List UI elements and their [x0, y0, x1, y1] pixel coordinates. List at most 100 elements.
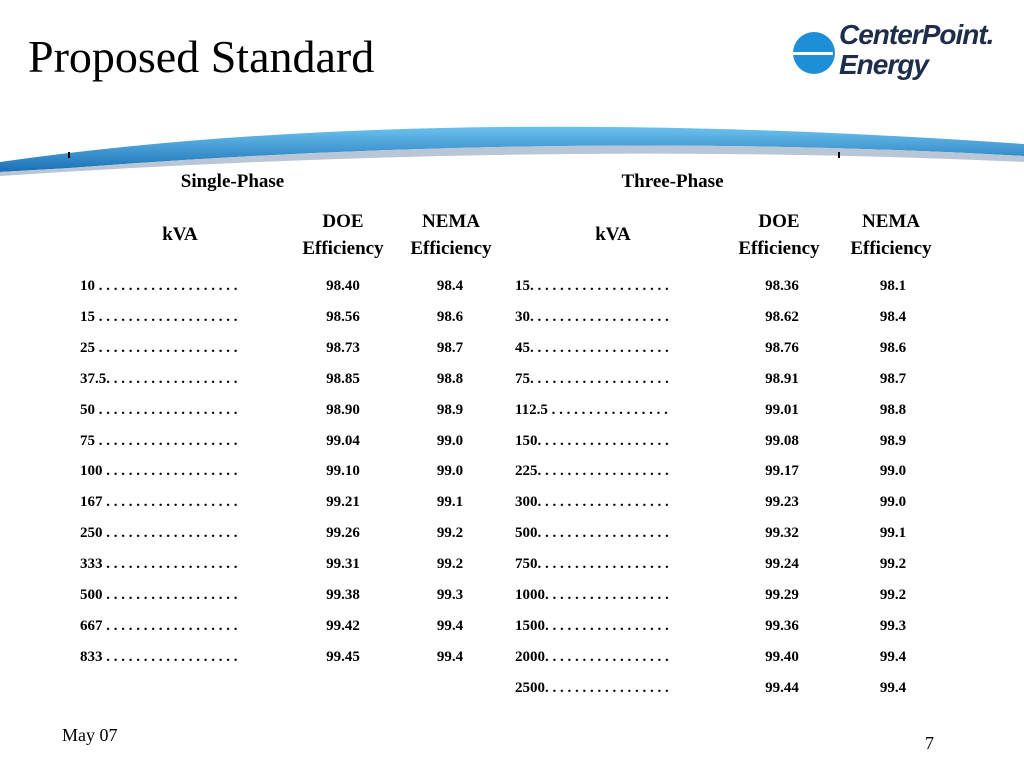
kva-cell: 30. . . . . . . . . . . . . . . . . . .: [515, 308, 669, 325]
three-phase-nema-header: NEMA Efficiency: [850, 211, 932, 259]
nema-efficiency-cell: 99.1: [436, 494, 464, 511]
doe-efficiency-cell: 99.21: [326, 494, 360, 511]
nema-efficiency-cell: 98.8: [879, 401, 907, 418]
doe-efficiency-cell: 99.40: [765, 648, 799, 665]
doe-efficiency-cell: 98.62: [765, 308, 799, 325]
nema-efficiency-cell: 99.4: [436, 617, 464, 634]
nema-efficiency-cell: 98.6: [879, 339, 907, 356]
nema-efficiency-cell: 98.6: [436, 308, 464, 325]
kva-cell: 500. . . . . . . . . . . . . . . . . .: [515, 525, 669, 542]
doe-efficiency-cell: 99.45: [326, 648, 360, 665]
doe-efficiency-cell: 99.10: [326, 463, 360, 480]
three-phase-heading: Three-Phase: [621, 171, 724, 192]
three-phase-kva-header: kVA: [595, 224, 631, 245]
kva-cell: 10 . . . . . . . . . . . . . . . . . . .: [80, 278, 238, 294]
nema-efficiency-cell: 99.4: [879, 679, 907, 696]
doe-efficiency-cell: 99.32: [765, 525, 799, 542]
doe-efficiency-cell: 98.36: [765, 278, 799, 294]
nema-efficiency-cell: 99.2: [879, 556, 907, 573]
kva-cell: 500 . . . . . . . . . . . . . . . . . .: [80, 587, 238, 603]
doe-efficiency-cell: 98.56: [326, 308, 360, 325]
nema-efficiency-cell: 98.8: [436, 370, 464, 387]
kva-cell: 45. . . . . . . . . . . . . . . . . . .: [515, 339, 669, 356]
doe-efficiency-cell: 98.76: [765, 339, 799, 356]
doe-efficiency-cell: 99.17: [765, 463, 799, 480]
single-phase-doe-header: DOE Efficiency: [302, 211, 384, 259]
doe-efficiency-cell: 98.85: [326, 370, 360, 387]
swoosh-tick-left: [68, 152, 70, 158]
nema-efficiency-cell: 98.9: [879, 432, 907, 449]
logo-line2: Energy: [839, 49, 929, 80]
doe-efficiency-cell: 99.26: [326, 525, 360, 542]
page-number: 7: [925, 733, 934, 753]
nema-efficiency-cell: 99.0: [436, 432, 464, 449]
header-swoosh: [0, 126, 1024, 176]
slide-title: Proposed Standard: [28, 31, 375, 82]
nema-efficiency-cell: 99.4: [879, 648, 907, 665]
kva-cell: 150. . . . . . . . . . . . . . . . . .: [515, 432, 669, 449]
nema-efficiency-cell: 99.2: [879, 587, 907, 603]
doe-efficiency-cell: 98.90: [326, 401, 360, 418]
footer-date: May 07: [62, 725, 118, 745]
nema-efficiency-cell: 99.0: [879, 494, 907, 511]
nema-efficiency-cell: 99.4: [436, 648, 464, 665]
kva-cell: 37.5. . . . . . . . . . . . . . . . . .: [80, 370, 238, 387]
nema-efficiency-cell: 99.2: [436, 525, 464, 542]
doe-efficiency-cell: 99.36: [765, 617, 799, 634]
nema-efficiency-cell: 99.0: [879, 463, 907, 480]
nema-efficiency-cell: 98.7: [879, 370, 907, 387]
kva-cell: 833 . . . . . . . . . . . . . . . . . .: [80, 648, 238, 665]
doe-efficiency-cell: 98.73: [326, 339, 360, 356]
kva-cell: 1500. . . . . . . . . . . . . . . . .: [515, 617, 669, 634]
nema-efficiency-cell: 99.2: [436, 556, 464, 573]
nema-efficiency-cell: 99.1: [879, 525, 907, 542]
doe-efficiency-cell: 99.31: [326, 556, 360, 573]
doe-efficiency-cell: 99.44: [765, 679, 799, 696]
doe-efficiency-cell: 99.23: [765, 494, 799, 511]
doe-efficiency-cell: 99.24: [765, 556, 799, 573]
kva-cell: 250 . . . . . . . . . . . . . . . . . .: [80, 525, 238, 542]
kva-cell: 100 . . . . . . . . . . . . . . . . . .: [80, 463, 238, 480]
nema-efficiency-cell: 98.7: [436, 339, 464, 356]
kva-cell: 2000. . . . . . . . . . . . . . . . .: [515, 648, 669, 665]
nema-efficiency-cell: 99.3: [879, 617, 907, 634]
logo-text: CenterPoint. Energy: [839, 19, 994, 80]
nema-efficiency-cell: 98.4: [436, 278, 464, 294]
single-phase-kva-header: kVA: [162, 224, 198, 245]
kva-cell: 75. . . . . . . . . . . . . . . . . . .: [515, 370, 669, 387]
logo-line1: CenterPoint.: [839, 19, 994, 50]
doe-efficiency-cell: 99.01: [765, 401, 799, 418]
doe-efficiency-cell: 99.38: [326, 587, 360, 603]
kva-cell: 1000. . . . . . . . . . . . . . . . .: [515, 587, 669, 603]
kva-cell: 300. . . . . . . . . . . . . . . . . .: [515, 494, 669, 511]
doe-efficiency-cell: 99.08: [765, 432, 799, 449]
swoosh-tick-right: [838, 152, 840, 158]
doe-efficiency-cell: 99.04: [326, 432, 360, 449]
nema-efficiency-cell: 98.9: [436, 401, 464, 418]
kva-cell: 167 . . . . . . . . . . . . . . . . . .: [80, 494, 238, 511]
kva-cell: 225. . . . . . . . . . . . . . . . . .: [515, 463, 669, 480]
kva-cell: 50 . . . . . . . . . . . . . . . . . . .: [80, 401, 238, 418]
nema-efficiency-cell: 99.3: [436, 587, 464, 603]
kva-cell: 25 . . . . . . . . . . . . . . . . . . .: [80, 339, 238, 356]
logo-line: [793, 52, 833, 55]
kva-cell: 333 . . . . . . . . . . . . . . . . . .: [80, 556, 238, 573]
nema-efficiency-cell: 98.4: [879, 308, 907, 325]
kva-cell: 750. . . . . . . . . . . . . . . . . .: [515, 556, 669, 573]
doe-efficiency-cell: 99.29: [765, 587, 799, 603]
nema-efficiency-cell: 98.1: [879, 278, 907, 294]
kva-cell: 2500. . . . . . . . . . . . . . . . .: [515, 679, 669, 696]
single-phase-nema-header: NEMA Efficiency: [410, 211, 492, 259]
doe-efficiency-cell: 99.42: [326, 617, 360, 634]
kva-cell: 15 . . . . . . . . . . . . . . . . . . .: [80, 308, 238, 325]
doe-efficiency-cell: 98.91: [765, 370, 799, 387]
single-phase-heading: Single-Phase: [180, 171, 285, 192]
kva-cell: 15. . . . . . . . . . . . . . . . . . .: [515, 278, 669, 294]
nema-efficiency-cell: 99.0: [436, 463, 464, 480]
doe-efficiency-cell: 98.40: [326, 278, 360, 294]
kva-cell: 112.5 . . . . . . . . . . . . . . . .: [515, 401, 668, 418]
three-phase-doe-header: DOE Efficiency: [738, 211, 820, 259]
kva-cell: 75 . . . . . . . . . . . . . . . . . . .: [80, 432, 238, 449]
company-logo: CenterPoint. Energy: [793, 19, 994, 96]
kva-cell: 667 . . . . . . . . . . . . . . . . . .: [80, 617, 238, 634]
